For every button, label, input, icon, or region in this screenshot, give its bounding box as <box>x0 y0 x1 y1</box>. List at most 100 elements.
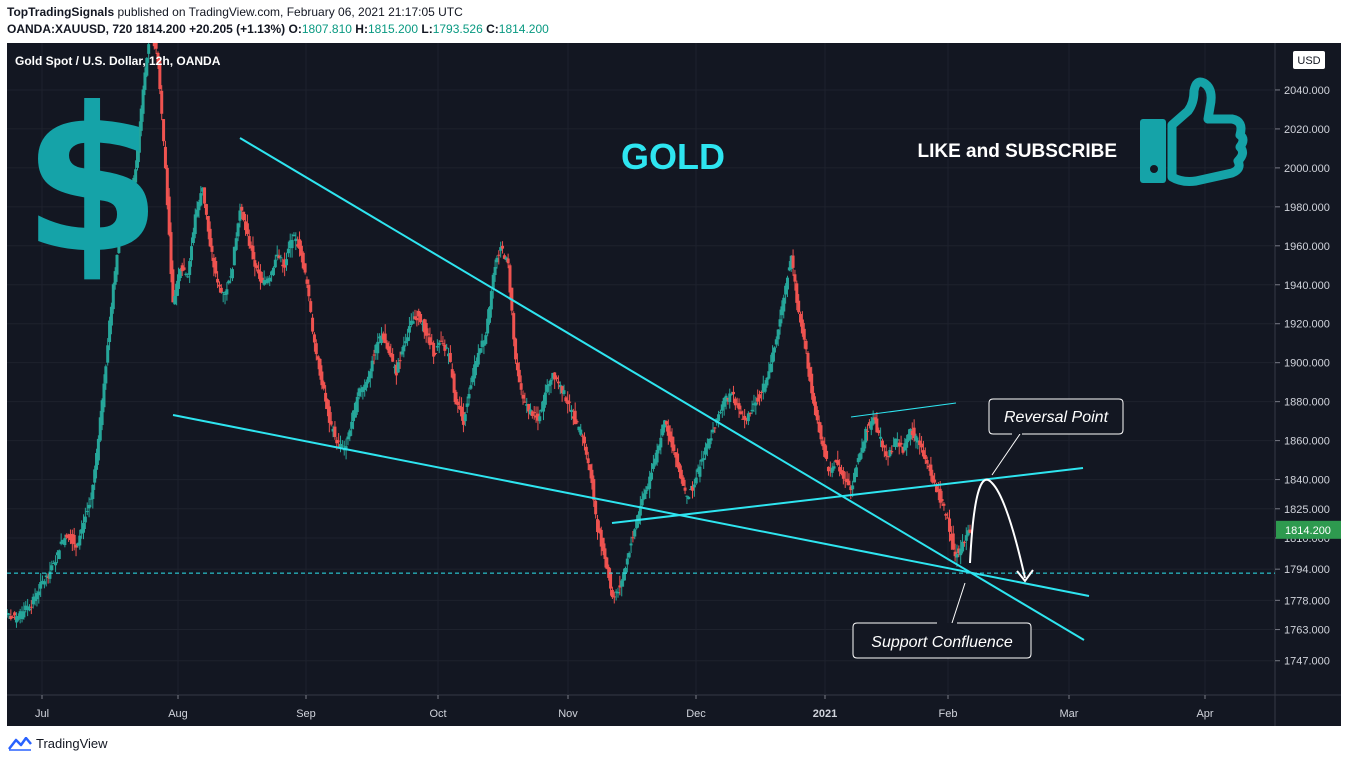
candle-body <box>147 44 151 54</box>
candle-body <box>353 402 357 418</box>
candle-body <box>217 284 221 287</box>
candle-body <box>895 439 899 441</box>
candle-body <box>756 397 760 402</box>
candle-body <box>411 321 415 324</box>
y-tick-label: 1747.000 <box>1284 656 1330 668</box>
candle-body <box>705 443 709 449</box>
support-confluence-label: Support Confluence <box>871 634 1013 651</box>
candle-body <box>214 260 218 274</box>
candle-body <box>199 193 203 206</box>
price-chart[interactable]: 2040.000 2020.000 2000.000 1980.000 1960.000… <box>7 43 1341 726</box>
candle-body <box>949 533 953 541</box>
candle-body <box>346 436 350 440</box>
candle-body <box>813 401 817 416</box>
candle-body <box>920 443 924 448</box>
candle-body <box>726 397 730 400</box>
candle-body <box>784 285 788 295</box>
candle-body <box>191 232 195 243</box>
candle-body <box>936 490 940 492</box>
candle-body <box>588 464 592 471</box>
candle-body <box>393 366 397 368</box>
candle-body <box>271 267 275 276</box>
y-tick-label: 1794.000 <box>1284 564 1330 576</box>
candle-body <box>50 565 54 571</box>
y-tick-label: 1960.000 <box>1284 241 1330 253</box>
candle-body <box>14 616 18 623</box>
y-tick-label: 1825.000 <box>1284 504 1330 516</box>
candle-body <box>111 284 115 310</box>
candle-body <box>830 467 834 473</box>
candle-body <box>299 245 303 256</box>
candle-body <box>759 392 763 394</box>
candle-body <box>888 449 892 457</box>
candle-body <box>98 417 102 441</box>
candle-body <box>581 435 585 437</box>
candle-body <box>160 90 164 114</box>
open-label: O: <box>288 22 302 36</box>
candle-body <box>175 283 179 297</box>
candle-body <box>672 444 676 451</box>
candle-body <box>592 479 596 501</box>
candle-body <box>454 391 458 405</box>
candle-body <box>767 371 771 379</box>
candle-body <box>735 403 739 405</box>
candle-body <box>257 269 261 274</box>
candle-body <box>7 613 11 615</box>
candle-body <box>359 391 363 393</box>
candle-body <box>245 223 249 234</box>
candle-body <box>242 211 246 221</box>
candle-body <box>167 196 171 235</box>
svg-text:$: $ <box>22 65 161 298</box>
candle-body <box>162 119 166 142</box>
candle-body <box>780 306 784 316</box>
candle-body <box>121 222 125 224</box>
candle-body <box>948 518 952 532</box>
candle-body <box>230 269 234 279</box>
candle-body <box>743 415 747 420</box>
candle-body <box>774 339 778 345</box>
dollar-icon: $ <box>22 65 161 298</box>
candle-body <box>728 393 732 403</box>
candle-body <box>266 278 270 283</box>
candle-body <box>91 484 95 500</box>
candle-body <box>627 552 631 558</box>
currency-badge[interactable]: USD <box>1293 51 1325 69</box>
candle-body <box>841 470 845 479</box>
candle-body <box>223 293 227 296</box>
reversal-point-callout[interactable]: Reversal Point <box>988 398 1124 476</box>
candle-body <box>163 146 167 169</box>
candle-body <box>797 300 801 313</box>
candle-body <box>335 439 339 444</box>
candle-body <box>29 606 33 608</box>
candle-body <box>568 401 572 403</box>
candle-body <box>558 384 562 388</box>
candle-body <box>691 485 695 491</box>
candle-body <box>41 580 45 585</box>
candle-body <box>815 409 819 421</box>
tradingview-footer[interactable]: TradingView <box>8 736 108 751</box>
author-name[interactable]: TopTradingSignals <box>7 5 115 19</box>
candle-body <box>445 347 449 349</box>
candle-body <box>348 430 352 437</box>
candle-body <box>668 431 672 442</box>
candle-body <box>176 274 180 289</box>
support-confluence-callout[interactable]: Support Confluence <box>852 582 1032 659</box>
candle-body <box>625 558 629 565</box>
candle-body <box>547 384 551 387</box>
candle-body <box>381 333 385 340</box>
candle-body <box>370 360 374 372</box>
candle-body <box>778 319 782 327</box>
candle-body <box>527 403 531 412</box>
price-axis-panel[interactable] <box>1275 43 1341 726</box>
candle-body <box>512 313 516 340</box>
candle-body <box>882 445 886 448</box>
candle-body <box>603 548 607 559</box>
candle-body <box>741 418 745 420</box>
candle-body <box>564 397 568 402</box>
candle-body <box>100 400 104 425</box>
candle-body <box>519 383 523 390</box>
y-tick-label: 1920.000 <box>1284 319 1330 331</box>
candle-body <box>443 344 447 351</box>
candle-body <box>39 582 43 589</box>
candle-body <box>664 421 668 425</box>
